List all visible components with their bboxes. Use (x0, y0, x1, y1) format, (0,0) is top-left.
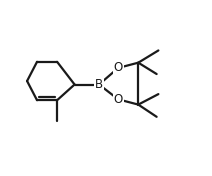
Text: B: B (95, 78, 103, 91)
Text: O: O (114, 61, 123, 74)
Text: O: O (114, 93, 123, 106)
